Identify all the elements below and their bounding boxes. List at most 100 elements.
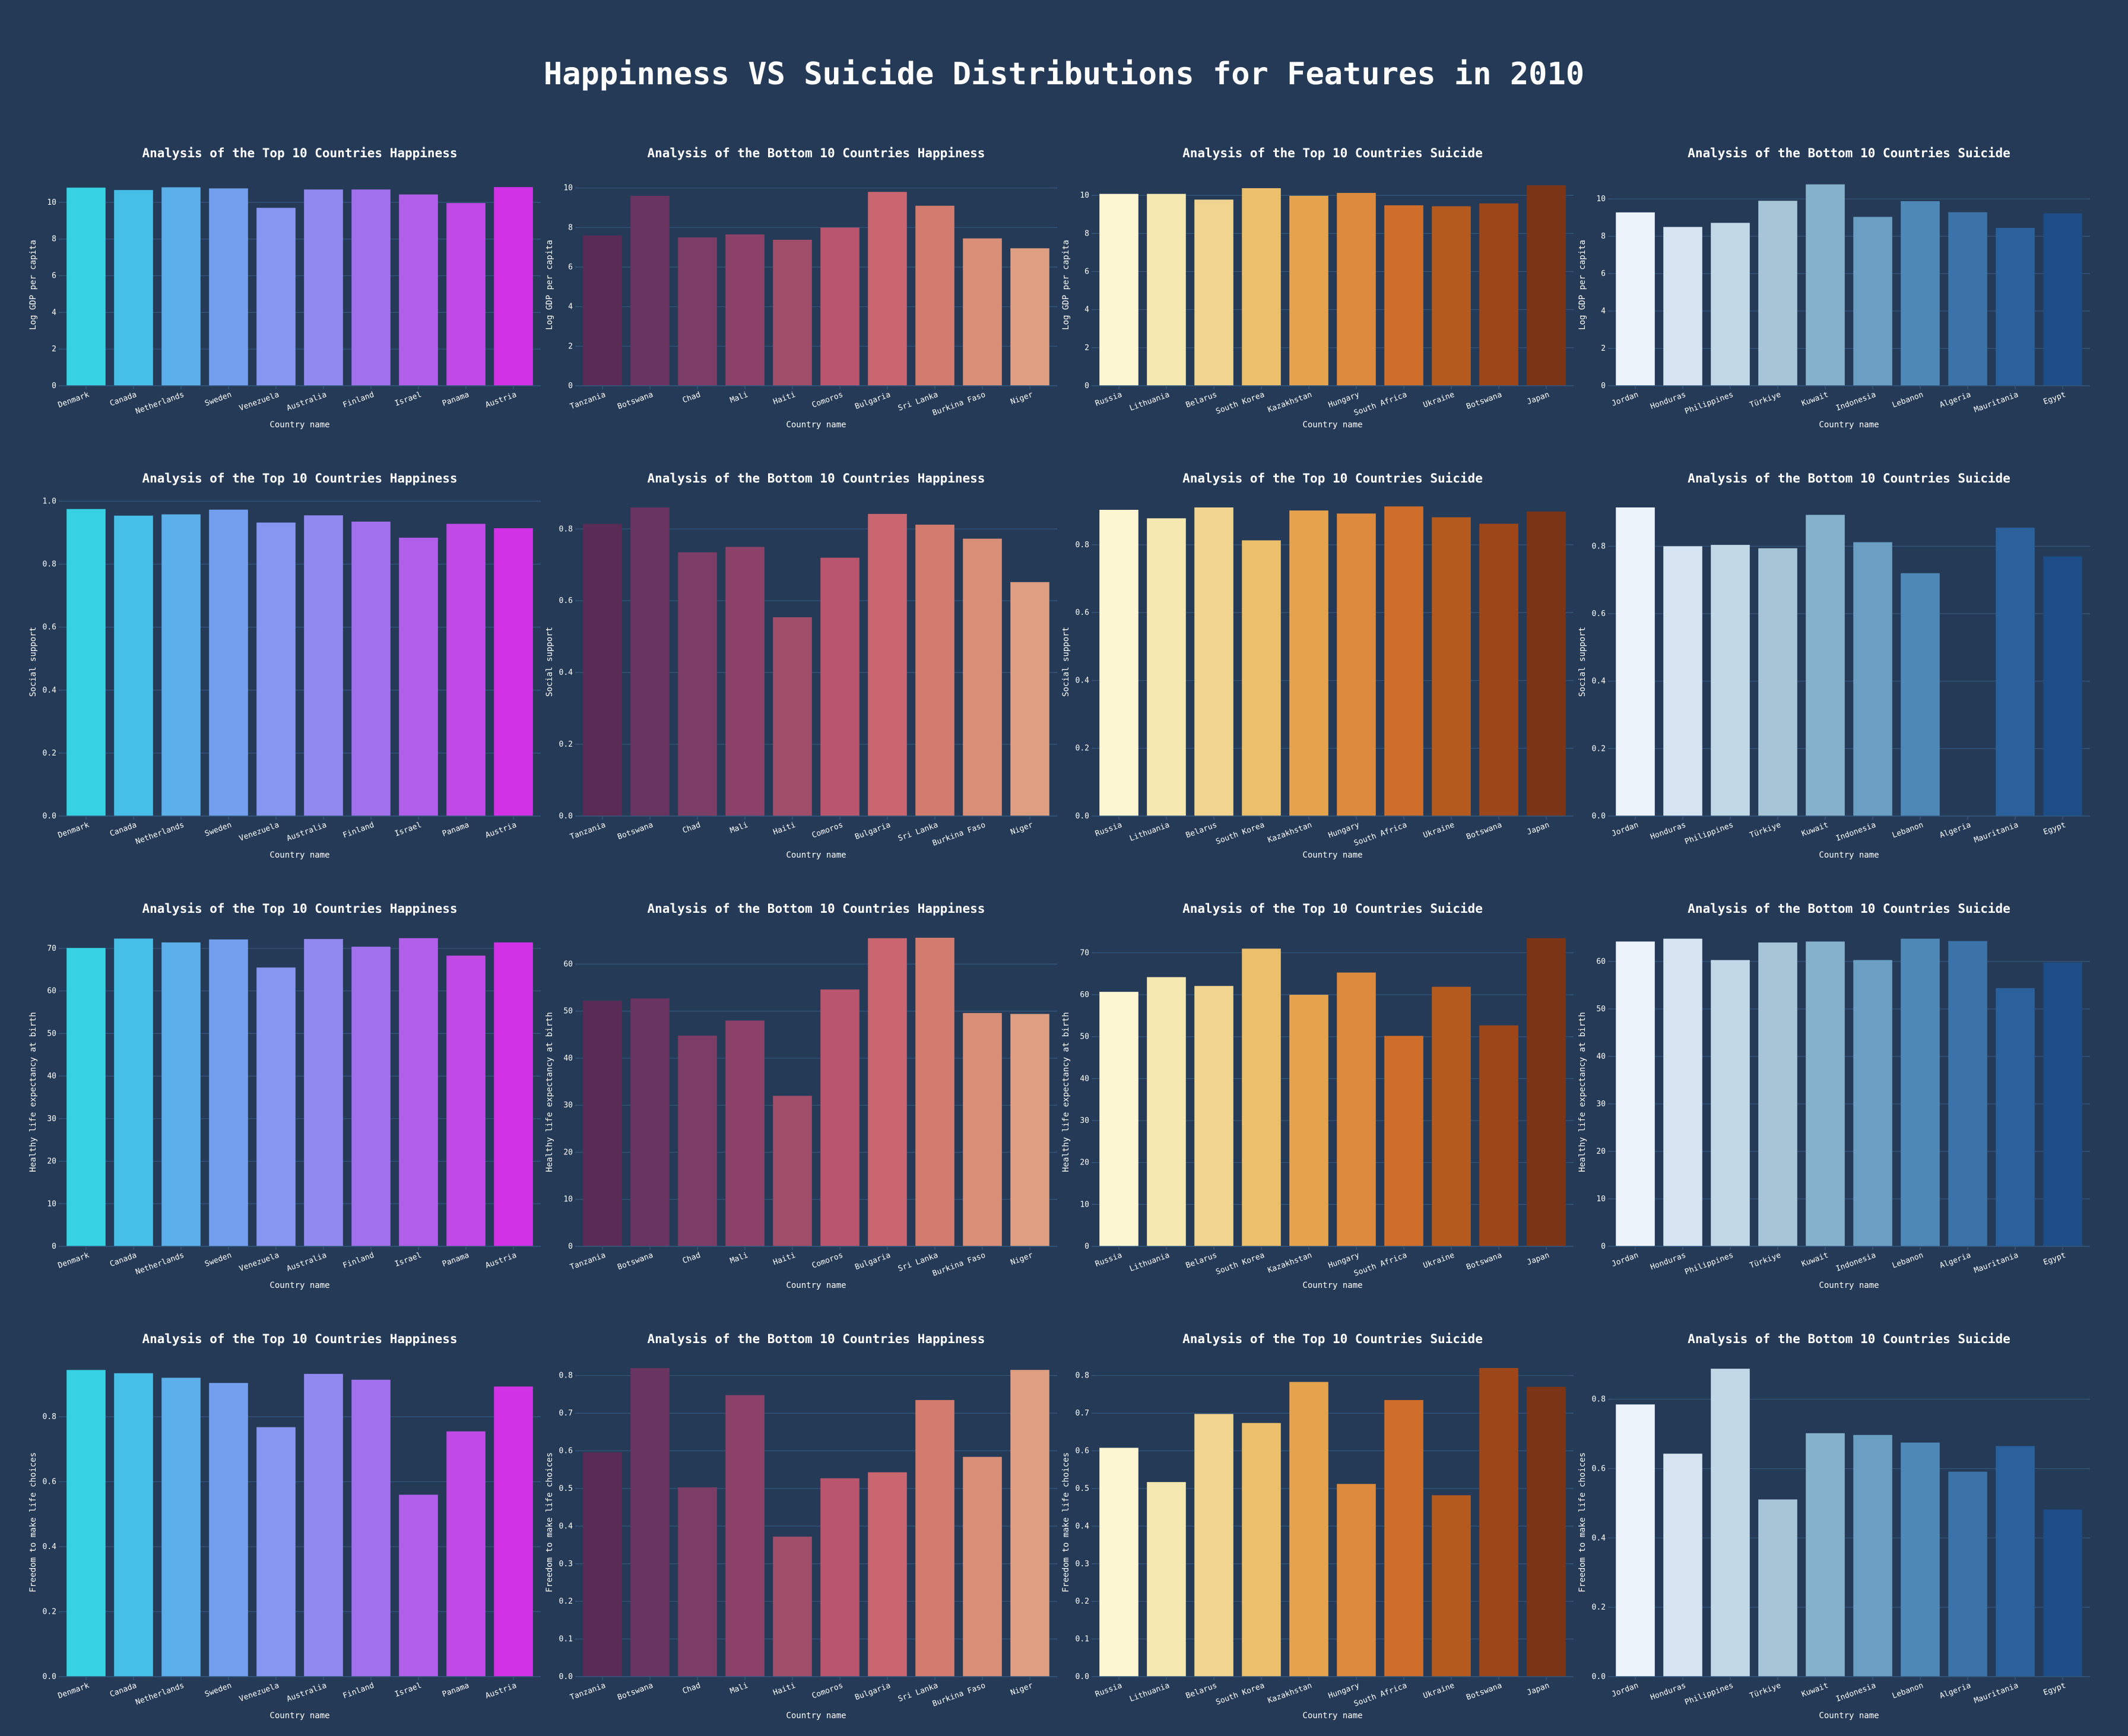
xtick-label: Sweden (204, 1251, 233, 1269)
ytick-label: 20 (1596, 1147, 1606, 1156)
bar-niger (1010, 248, 1049, 386)
bar-botswana (1479, 1368, 1518, 1677)
ytick-label: 10 (47, 198, 56, 207)
xtick-label: Lebanon (1891, 391, 1925, 410)
xtick-label: Lithuania (1128, 1251, 1171, 1274)
xtick-label: Haiti (772, 1251, 797, 1267)
xtick-label: Comoros (811, 1681, 845, 1701)
bar-mauritania (1996, 227, 2035, 386)
xtick-label: Lithuania (1128, 1681, 1171, 1704)
xtick-label: Sweden (204, 821, 233, 839)
ytick-label: 0.2 (1592, 744, 1606, 753)
bar-venezuela (256, 1427, 296, 1677)
ytick-label: 0.6 (1076, 608, 1089, 617)
x-axis-label: Country name (269, 850, 329, 860)
xtick-label: Bulgaria (854, 821, 892, 842)
ytick-label: 0.8 (1592, 542, 1606, 551)
xtick-label: Venezuela (238, 821, 280, 843)
ytick-label: 2 (1084, 344, 1089, 353)
subplot-3-1: Analysis of the Top 10 Countries Happine… (28, 902, 541, 1290)
subplot-title: Analysis of the Top 10 Countries Suicide (1182, 146, 1483, 160)
ytick-label: 0.3 (1076, 1560, 1089, 1569)
bar-mauritania (1996, 528, 2035, 816)
bar-russia (1099, 193, 1138, 386)
bar-t-rkiye (1758, 201, 1797, 386)
bar-sri-lanka (915, 525, 954, 816)
xtick-label: Botswana (1465, 391, 1503, 412)
ytick-label: 0.2 (1076, 1597, 1089, 1606)
ytick-label: 6 (1601, 269, 1606, 278)
xtick-label: Lebanon (1891, 1251, 1925, 1271)
ytick-label: 0.8 (43, 560, 56, 569)
xtick-label: Belarus (1185, 821, 1219, 840)
ytick-label: 0 (1601, 1242, 1606, 1251)
ytick-label: 0.8 (1592, 1395, 1606, 1404)
xtick-label: Israel (394, 1251, 423, 1269)
xtick-label: Lithuania (1128, 821, 1171, 843)
xtick-label: Russia (1094, 821, 1123, 839)
bar-finland (351, 1379, 391, 1677)
ytick-label: 10 (1080, 191, 1089, 200)
xtick-label: Egypt (2042, 1251, 2067, 1267)
bar-algeria (1948, 1471, 1987, 1677)
xtick-label: Mauritania (1973, 1681, 2020, 1706)
xtick-label: Austria (484, 821, 518, 840)
xtick-label: Niger (1009, 391, 1034, 407)
xtick-label: Kazakhstan (1267, 391, 1314, 415)
ytick-label: 0.0 (559, 1672, 573, 1681)
ytick-label: 60 (1596, 957, 1606, 966)
ytick-label: 4 (568, 303, 573, 312)
subplot-title: Analysis of the Top 10 Countries Happine… (142, 146, 457, 160)
bar-canada (114, 938, 153, 1246)
bar-philippines (1711, 960, 1750, 1246)
xtick-label: Netherlands (134, 391, 185, 417)
xtick-label: Canada (109, 821, 138, 839)
x-axis-label: Country name (269, 1711, 329, 1721)
bar-sweden (209, 188, 248, 386)
ytick-label: 50 (1080, 1033, 1089, 1042)
bar-denmark (66, 188, 106, 386)
x-axis-label: Country name (786, 850, 846, 860)
ytick-label: 4 (1084, 306, 1089, 315)
bar-south-africa (1384, 1036, 1423, 1246)
xtick-label: Algeria (1939, 821, 1972, 840)
xtick-label: Ukraine (1422, 1251, 1456, 1271)
xtick-label: Finland (342, 1681, 376, 1701)
bar-finland (351, 947, 391, 1246)
subplot-title: Analysis of the Bottom 10 Countries Happ… (648, 1332, 985, 1346)
xtick-label: Mali (729, 391, 750, 405)
y-axis-label: Freedom to make life choices (1578, 1452, 1587, 1592)
bar-burkina-faso (963, 238, 1002, 386)
bar-netherlands (161, 942, 201, 1246)
xtick-label: Belarus (1185, 1251, 1219, 1271)
bar-panama (446, 956, 486, 1246)
subplot-title: Analysis of the Top 10 Countries Happine… (142, 902, 457, 916)
ytick-label: 0.7 (559, 1409, 573, 1418)
bar-philippines (1711, 1369, 1750, 1677)
bar-indonesia (1853, 960, 1892, 1246)
bar-finland (351, 521, 391, 816)
xtick-label: Russia (1094, 1251, 1123, 1269)
xtick-label: Canada (109, 1251, 138, 1269)
ytick-label: 10 (563, 1195, 573, 1204)
xtick-label: Burkina Faso (931, 1251, 987, 1278)
bar-sweden (209, 1383, 248, 1677)
bar-japan (1527, 185, 1566, 386)
bar-philippines (1711, 223, 1750, 386)
bar-venezuela (256, 208, 296, 386)
bar-burkina-faso (963, 1013, 1002, 1246)
subplot-3-3: Analysis of the Top 10 Countries Suicide… (1061, 902, 1574, 1290)
bar-lebanon (1901, 1442, 1940, 1677)
bar-belarus (1194, 199, 1233, 386)
bar-israel (399, 1494, 438, 1677)
bar-netherlands (161, 1378, 201, 1677)
xtick-label: Indonesia (1835, 1681, 1877, 1704)
xtick-label: Niger (1009, 821, 1034, 837)
xtick-label: Israel (394, 1681, 423, 1699)
bar-indonesia (1853, 542, 1892, 816)
bar-israel (399, 537, 438, 816)
bar-south-korea (1242, 1423, 1281, 1677)
xtick-label: Niger (1009, 1681, 1034, 1698)
xtick-label: Tanzania (569, 1251, 607, 1272)
bar-niger (1010, 1370, 1049, 1677)
